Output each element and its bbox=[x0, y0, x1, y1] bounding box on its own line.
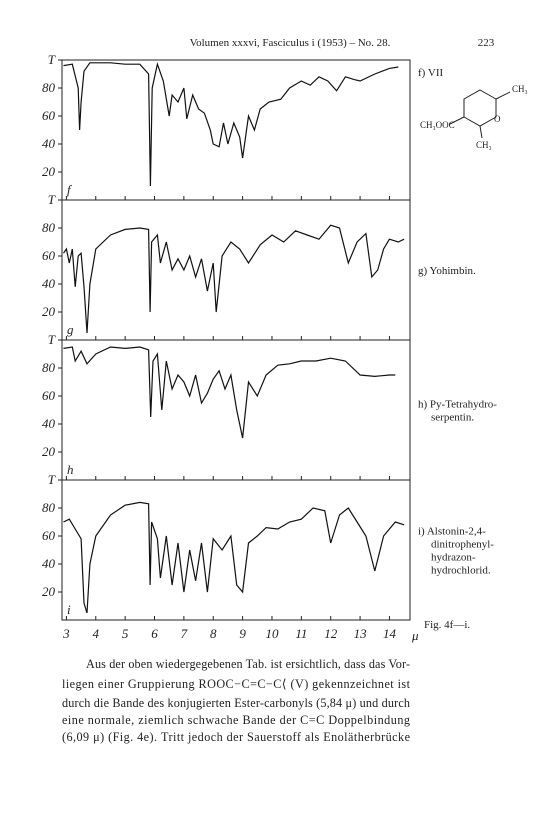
formula-group: CH₃OOC bbox=[420, 120, 455, 130]
bond bbox=[449, 116, 465, 125]
y-tick-label: 60 bbox=[42, 388, 56, 403]
body-line: Aus der oben wiedergegebenen Tab. ist er… bbox=[86, 657, 410, 671]
y-tick-label: 60 bbox=[42, 248, 56, 263]
x-tick-label: 12 bbox=[324, 626, 338, 641]
spectrum-line bbox=[63, 62, 399, 187]
spectrum-label: hydrochlorid. bbox=[431, 565, 491, 577]
y-tick-label: 20 bbox=[42, 164, 56, 179]
ring bbox=[463, 89, 497, 127]
bond bbox=[479, 125, 483, 139]
y-tick-label: 60 bbox=[42, 108, 56, 123]
x-tick-label: 13 bbox=[354, 626, 368, 641]
x-tick-label: 10 bbox=[265, 626, 279, 641]
panel-frame bbox=[61, 339, 411, 481]
body-line: durch die Bande des konjugierten Ester-c… bbox=[62, 696, 410, 710]
panel-frame bbox=[61, 479, 411, 621]
spectrum-label: g) Yohimbin. bbox=[418, 265, 476, 277]
y-tick-label: T bbox=[48, 52, 56, 67]
spectrum-label: dinitrophenyl- bbox=[431, 539, 494, 551]
spectrum-line bbox=[63, 346, 396, 439]
panel-label: h bbox=[67, 462, 74, 477]
spectrum-line bbox=[63, 501, 405, 614]
body-line: eine normale, ziemlich schwache Bande de… bbox=[62, 713, 410, 727]
bond bbox=[495, 91, 511, 100]
x-tick-label: 9 bbox=[239, 626, 246, 641]
running-title: Volumen xxxvi, Fasciculus i (1953) – No.… bbox=[190, 37, 391, 49]
y-tick-label: 40 bbox=[42, 556, 56, 571]
y-tick-label: 40 bbox=[42, 136, 56, 151]
y-tick-label: T bbox=[48, 472, 56, 487]
x-tick-label: 5 bbox=[122, 626, 129, 641]
y-tick-label: T bbox=[48, 192, 56, 207]
y-tick-label: 60 bbox=[42, 528, 56, 543]
x-tick-label: 3 bbox=[62, 626, 70, 641]
x-tick-label: 7 bbox=[181, 626, 188, 641]
page-number: 223 bbox=[478, 37, 495, 49]
y-tick-label: 20 bbox=[42, 584, 56, 599]
spectrum-label: f) VII bbox=[418, 67, 443, 79]
x-tick-label: 6 bbox=[151, 626, 158, 641]
x-tick-label: 8 bbox=[210, 626, 217, 641]
formula-group: O bbox=[494, 114, 501, 124]
x-tick-label: 14 bbox=[383, 626, 397, 641]
formula-group: CH₃ bbox=[512, 84, 528, 94]
panel-label: g bbox=[67, 322, 74, 337]
y-tick-label: 80 bbox=[42, 80, 56, 95]
y-tick-label: 40 bbox=[42, 276, 56, 291]
x-tick-label: 4 bbox=[93, 626, 100, 641]
y-tick-label: 20 bbox=[42, 444, 56, 459]
spectrum-label: hydrazon- bbox=[431, 552, 476, 564]
x-tick-label: 11 bbox=[295, 626, 307, 641]
body-line: liegen einer Gruppierung ROOC−C=C−C⟨ (V)… bbox=[62, 677, 411, 691]
y-tick-label: T bbox=[48, 332, 56, 347]
panel-label: f bbox=[67, 182, 73, 197]
x-axis-label: μ bbox=[411, 628, 419, 643]
spectrum-label: serpentin. bbox=[431, 412, 474, 424]
spectrum-label: h) Py-Tetrahydro- bbox=[418, 399, 497, 411]
y-tick-label: 80 bbox=[42, 220, 56, 235]
y-tick-label: 40 bbox=[42, 416, 56, 431]
y-tick-label: 20 bbox=[42, 304, 56, 319]
figure-caption: Fig. 4f—i. bbox=[424, 619, 470, 631]
y-tick-label: 80 bbox=[42, 360, 56, 375]
structure-formula bbox=[449, 89, 511, 139]
panel-frame bbox=[61, 199, 411, 341]
y-tick-label: 80 bbox=[42, 500, 56, 515]
spectrum-label: i) Alstonin-2,4- bbox=[418, 526, 486, 538]
formula-group: CH₃ bbox=[476, 140, 492, 150]
panel-label: i bbox=[67, 602, 71, 617]
spectrum-line bbox=[63, 224, 405, 334]
body-line: (6,09 μ) (Fig. 4e). Tritt jedoch der Sau… bbox=[62, 730, 410, 744]
